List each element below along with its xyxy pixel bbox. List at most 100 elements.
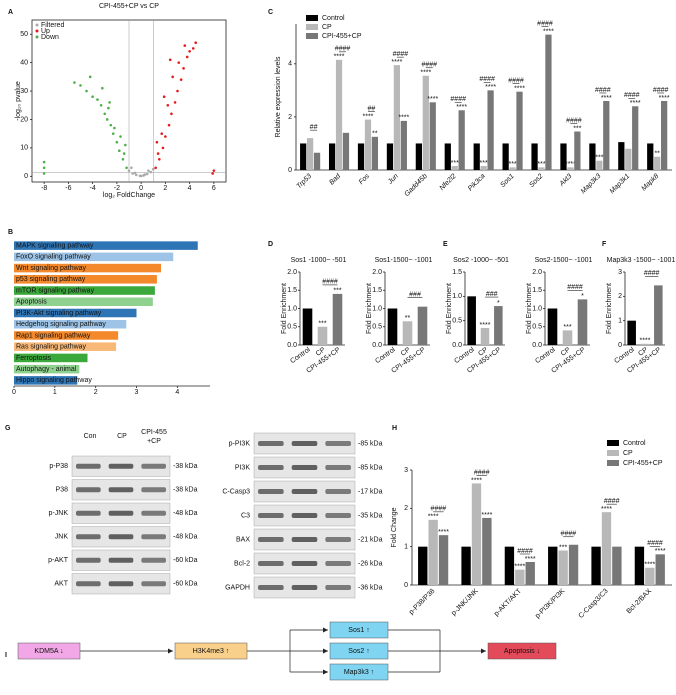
significance-label: **** [525, 556, 536, 563]
bar [568, 544, 579, 585]
significance-label: *** [563, 324, 571, 331]
bar [531, 143, 538, 170]
point [167, 123, 171, 127]
category-label: mTOR signaling pathway [16, 287, 95, 294]
size-label: -85 kDa [358, 464, 383, 471]
protein-label: Bcl-2 [234, 560, 250, 567]
blot-band [291, 561, 318, 566]
x-tick-label: CP [477, 346, 489, 358]
pair-significance-label: #### [647, 540, 663, 547]
y-tick-label: 0 [24, 173, 28, 180]
x-tick-label: Gadd45b [404, 173, 429, 198]
y-tick-label: 1.5 [372, 287, 382, 294]
y-tick-label: 2.0 [532, 269, 542, 276]
point [161, 146, 165, 150]
bar [428, 519, 438, 585]
category-label: Autophagy - animal [16, 366, 77, 373]
pair-significance-label: #### [431, 506, 447, 513]
x-tick-label: Bad [328, 172, 343, 187]
legend-label: CPI-455+CP [623, 460, 663, 467]
protein-label: AKT [54, 581, 68, 588]
y-tick-label: 1.0 [287, 305, 297, 312]
x-tick-label: p-AKT/AKT [493, 587, 523, 617]
arrow-head [323, 669, 328, 675]
point [79, 84, 82, 87]
category-label: Apoptosis [16, 299, 47, 306]
node-box [17, 642, 81, 660]
bar [418, 546, 428, 585]
y-tick-label: 0.5 [372, 324, 382, 331]
blot-band [76, 487, 101, 493]
significance-label: ** [405, 315, 411, 322]
bar [589, 143, 596, 170]
blot-band [141, 534, 166, 540]
pair-significance-label: #### [653, 87, 669, 94]
x-tick-label: Control [613, 346, 636, 365]
blot-band [108, 487, 134, 493]
y-tick-label: 50 [20, 31, 28, 38]
blot-band [76, 463, 101, 469]
panel-label: I [5, 652, 7, 659]
x-tick-label: 2 [94, 389, 98, 396]
significance-label: **** [630, 100, 641, 107]
pair-significance-label: #### [421, 62, 437, 69]
significance-label: ** [372, 131, 378, 138]
bar [632, 106, 639, 170]
point [166, 103, 170, 107]
y-tick-label: 0.0 [287, 342, 297, 349]
point [109, 123, 113, 127]
y-tick-label: 1.0 [532, 305, 542, 312]
node-label: Sos2 ↑ [348, 648, 369, 655]
blot-band [76, 510, 101, 516]
blot-band [325, 585, 351, 590]
x-tick-label: 2 [163, 185, 167, 192]
significance-label: **** [485, 84, 496, 91]
bar [577, 299, 588, 345]
y-tick-label: 1.0 [372, 305, 382, 312]
significance-label: **** [655, 548, 666, 555]
y-tick-label: 10 [20, 145, 28, 152]
x-tick-label: -2 [114, 185, 120, 192]
point [158, 157, 161, 161]
point [162, 95, 166, 99]
pair-significance-label: #### [624, 92, 640, 99]
x-tick-label: Control [374, 346, 397, 365]
point [115, 140, 119, 144]
bar [545, 34, 552, 171]
pair-significance-label: #### [393, 51, 409, 58]
legend-swatch [607, 450, 619, 456]
y-tick-label: 3 [618, 269, 622, 276]
arrow-head [323, 648, 328, 654]
protein-label: C-Casp3 [222, 488, 250, 495]
size-label: -38 kDa [173, 463, 198, 470]
protein-label: JNK [55, 534, 69, 541]
y-tick-label: 1 [404, 544, 408, 551]
point [171, 75, 174, 79]
point [156, 152, 160, 155]
protein-label: GAPDH [225, 584, 250, 591]
point [164, 135, 167, 138]
lane-label: CPI-455 [141, 429, 167, 436]
bar [618, 142, 625, 170]
bar [438, 535, 449, 585]
y-tick-label: 20 [20, 116, 28, 123]
legend-swatch [306, 24, 318, 30]
point [131, 172, 134, 175]
blot-band [108, 463, 134, 469]
point [122, 152, 126, 155]
y-tick-label: 1.5 [532, 287, 542, 294]
point [151, 167, 155, 171]
significance-label: *** [480, 160, 488, 167]
bar [473, 143, 480, 170]
y-axis-label: Fold Enrichment [281, 283, 288, 334]
panel-label: B [8, 229, 13, 236]
blot-band [76, 534, 101, 540]
pair-significance-label: #### [479, 76, 495, 83]
node-label: Sos1 ↑ [348, 627, 369, 634]
significance-label: **** [398, 115, 409, 122]
x-tick-label: CP [400, 346, 412, 358]
category-label: Rap1 signaling pathway [16, 332, 91, 339]
bar [14, 275, 157, 284]
blot-band [141, 510, 166, 516]
bar [547, 308, 558, 345]
